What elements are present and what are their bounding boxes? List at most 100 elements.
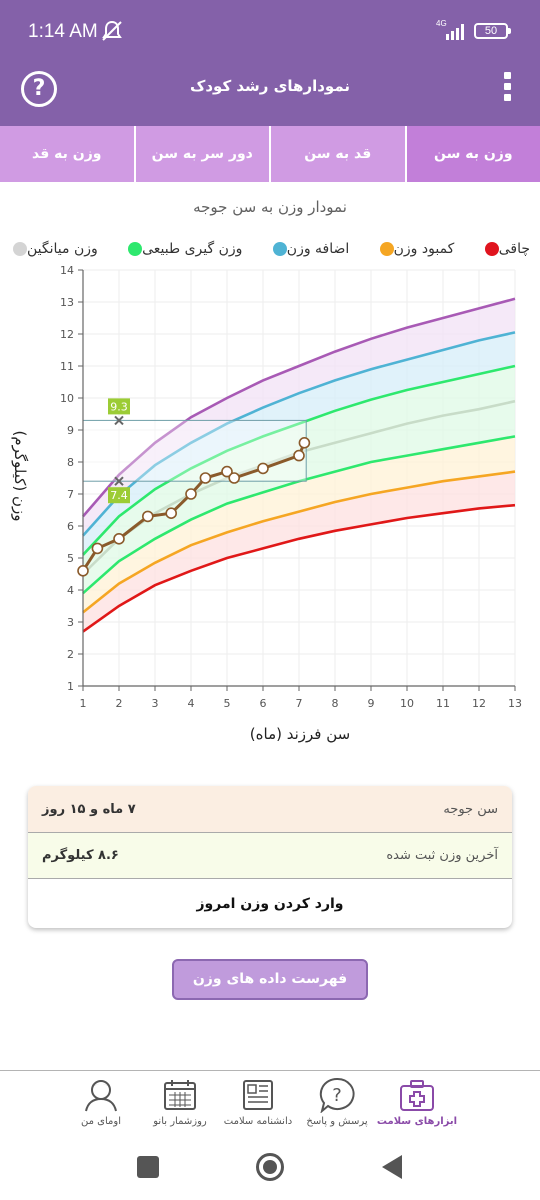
- help-icon[interactable]: ?: [21, 71, 57, 107]
- chart-band: [83, 332, 515, 555]
- marker-label-bg: [108, 487, 130, 504]
- child-weight-point: [298, 436, 311, 449]
- battery-icon: 50: [474, 23, 511, 39]
- chart-band: [83, 436, 515, 613]
- profile-avatar-icon: [85, 1080, 117, 1112]
- nav-item-health-tools[interactable]: ابزارهای سلامت: [372, 1077, 462, 1127]
- chart-legend: چاقی کمبود وزن اضافه وزن وزن گیری طبیعی …: [8, 239, 530, 259]
- x-tick-label: 5: [224, 697, 231, 710]
- enter-weight-button[interactable]: وارد کردن وزن امروز: [196, 895, 344, 912]
- nav-item-qa[interactable]: ? پرسش و پاسخ: [292, 1077, 382, 1127]
- child-weight-point: [91, 542, 104, 555]
- y-tick-label: 1: [67, 680, 74, 693]
- legend-label: کمبود وزن: [393, 241, 455, 257]
- age-value: ۷ ماه و ۱۵ روز: [42, 801, 136, 817]
- y-tick-label: 9: [67, 424, 74, 437]
- y-tick-label: 4: [67, 584, 74, 597]
- system-navigation: [0, 1140, 540, 1200]
- range-box: [82, 419, 307, 482]
- battery-level: 50: [484, 25, 498, 37]
- legend-label: اضافه وزن: [286, 241, 350, 257]
- tab-head-circumference[interactable]: دور سر به سن: [133, 126, 269, 182]
- x-tick-label: 7: [296, 697, 303, 710]
- child-weight-point: [199, 472, 212, 484]
- child-weight-point: [221, 465, 233, 478]
- y-tick-label: 7: [67, 488, 74, 501]
- nav-label: پرسش و پاسخ: [306, 1116, 368, 1127]
- percentile-curve: [82, 503, 516, 633]
- nav-label: دانشنامه سلامت: [223, 1116, 293, 1127]
- nav-item-encyclopedia[interactable]: دانشنامه سلامت: [213, 1077, 303, 1127]
- nav-item-profile[interactable]: اومای من: [56, 1077, 146, 1127]
- x-tick-label: 12: [472, 697, 486, 710]
- y-tick-label: 10: [60, 392, 74, 405]
- calendar-icon: [164, 1080, 196, 1110]
- y-tick-label: 14: [60, 264, 74, 277]
- x-tick-label: 3: [152, 697, 159, 710]
- x-tick-label: 10: [400, 697, 414, 710]
- legend-dot: [13, 242, 27, 256]
- weight-row: آخرین وزن ثبت شده ۸.۶ کیلوگرم: [28, 833, 512, 879]
- recent-apps-icon[interactable]: [137, 1156, 159, 1178]
- x-tick-label: 4: [188, 697, 195, 710]
- status-time: 1:14 AM: [28, 21, 98, 42]
- marker-label: 7.4: [110, 489, 128, 502]
- x-tick-label: 1: [80, 697, 87, 710]
- child-weight-point: [257, 462, 269, 475]
- network-type: 4G: [436, 19, 447, 28]
- home-icon[interactable]: [256, 1153, 284, 1181]
- legend-item-underweight[interactable]: کمبود وزن: [375, 241, 455, 257]
- legend-label: وزن میانگین: [27, 241, 98, 257]
- child-info-card: سن جوجه ۷ ماه و ۱۵ روز آخرین وزن ثبت شده…: [28, 786, 512, 928]
- chart-band: [83, 298, 515, 536]
- y-tick-label: 12: [60, 328, 74, 341]
- last-weight-label: آخرین وزن ثبت شده: [386, 848, 498, 863]
- y-tick-label: 2: [67, 648, 74, 661]
- percentile-curve: [82, 364, 516, 556]
- legend-item-obese[interactable]: چاقی: [480, 241, 530, 257]
- legend-item-normal[interactable]: وزن گیری طبیعی: [123, 241, 242, 257]
- child-weight-point: [142, 510, 154, 523]
- overflow-menu-icon[interactable]: [500, 72, 514, 108]
- page-title: نمودارهای رشد کودک: [189, 77, 351, 95]
- child-weight-point: [77, 564, 89, 577]
- mute-icon: [102, 20, 122, 41]
- status-bar: 1:14 AM 4G 50: [0, 0, 540, 50]
- child-weight-point: [165, 507, 177, 520]
- x-tick-label: 9: [368, 697, 375, 710]
- age-row: سن جوجه ۷ ماه و ۱۵ روز: [28, 786, 512, 833]
- nav-item-calendar[interactable]: روزشمار بانو: [135, 1077, 225, 1127]
- x-tick-label: 8: [332, 697, 339, 710]
- legend-item-overweight[interactable]: اضافه وزن: [268, 241, 350, 257]
- y-tick-label: 5: [67, 552, 74, 565]
- marker-x: [114, 476, 124, 486]
- tab-height-for-age[interactable]: قد به سن: [269, 126, 405, 182]
- svg-text:?: ?: [332, 1085, 342, 1106]
- last-weight-value: ۸.۶ کیلوگرم: [42, 848, 119, 863]
- marker-x: [114, 415, 124, 426]
- back-icon[interactable]: [382, 1155, 402, 1179]
- encyclopedia-icon: [243, 1080, 273, 1110]
- y-tick-label: 11: [60, 360, 74, 373]
- tab-weight-for-height[interactable]: وزن به قد: [0, 126, 134, 182]
- percentile-curve: [82, 470, 516, 614]
- x-tick-label: 11: [436, 697, 450, 710]
- chart-title: نمودار وزن به سن جوجه: [193, 198, 347, 216]
- percentile-curve: [82, 331, 516, 537]
- tab-weight-for-age[interactable]: وزن به سن: [404, 126, 540, 182]
- age-label: سن جوجه: [443, 801, 498, 817]
- nav-label: اومای من: [81, 1116, 121, 1127]
- health-kit-icon: [400, 1080, 434, 1111]
- app-bar: ? نمودارهای رشد کودک: [0, 50, 540, 126]
- signal-icon: [446, 24, 464, 40]
- weight-list-button[interactable]: فهرست داده های وزن جوجه: [172, 959, 368, 1024]
- x-tick-label: 6: [260, 697, 267, 710]
- legend-dot: [272, 242, 287, 256]
- y-tick-label: 6: [67, 520, 74, 533]
- x-axis-label: سن فرزند (ماه): [249, 725, 351, 743]
- chart-band: [83, 471, 515, 632]
- legend-item-average[interactable]: وزن میانگین: [8, 241, 98, 257]
- chart-tabs: وزن به قد دور سر به سن قد به سن وزن به س…: [0, 126, 540, 182]
- legend-dot: [379, 242, 394, 256]
